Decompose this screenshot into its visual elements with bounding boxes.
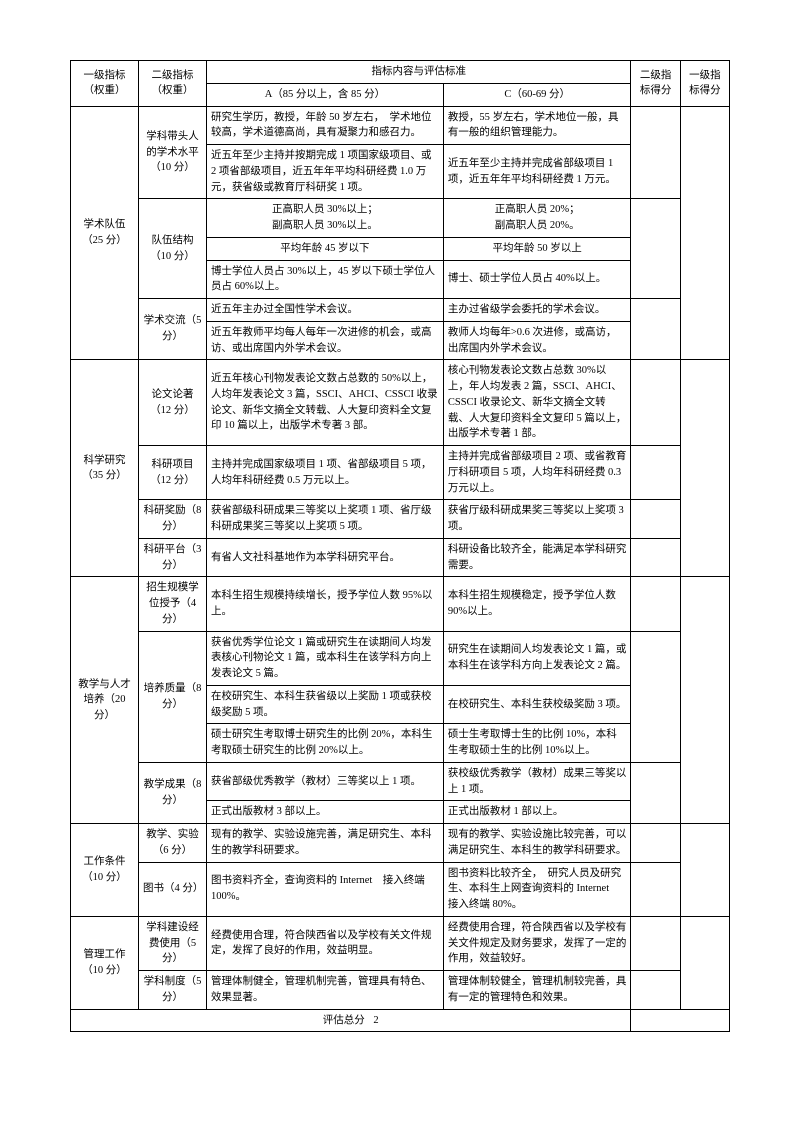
g5-s1-c: 经费使用合理，符合陕西省以及学校有关文件规定及财务要求，发挥了一定的作用，效益较…: [443, 916, 631, 970]
evaluation-table: 一级指标（权重） 二级指标（权重） 指标内容与评估标准 二级指标得分 一级指标得…: [70, 60, 730, 1032]
g2-title: 科学研究（35 分）: [71, 360, 139, 577]
g3-s3-c2: 正式出版教材 1 部以上。: [443, 801, 631, 824]
g2-s4-a: 有省人文社科基地作为本学科研究平台。: [207, 538, 444, 577]
g4-s2-t: 图书（4 分）: [139, 862, 207, 916]
score-cell: [631, 824, 680, 863]
g1-s3-a1: 近五年主办过全国性学术会议。: [207, 299, 444, 322]
score-cell: [631, 106, 680, 199]
g4-s2-c: 图书资料比较齐全， 研究人员及研究生、本科生上网查询资料的 Internet 接…: [443, 862, 631, 916]
hdr-colC: C（60-69 分）: [443, 83, 631, 106]
hdr-s2: 二级指标得分: [631, 61, 680, 107]
g1-s1-c2: 近五年至少主持并完成省部级项目 1 项，近五年年平均科研经费 1 万元。: [443, 145, 631, 199]
hdr-l1: 一级指标（权重）: [71, 61, 139, 107]
g5-title: 管理工作（10 分）: [71, 916, 139, 1009]
g1-s1-c1: 教授，55 岁左右，学术地位一般，具有一般的组织管理能力。: [443, 106, 631, 145]
score-cell: [680, 916, 729, 1009]
g3-s1-a: 本科生招生规模持续增长，授予学位人数 95%以上。: [207, 577, 444, 631]
score-cell: [631, 916, 680, 970]
g1-s3-t: 学术交流（5 分）: [139, 299, 207, 360]
g1-s2-a3: 博士学位人员占 30%以上，45 岁以下硕士学位人员占 60%以上。: [207, 260, 444, 299]
score-cell: [631, 631, 680, 762]
score-cell: [631, 360, 680, 446]
g3-s3-a1: 获省部级优秀教学（教材）三等奖以上 1 项。: [207, 762, 444, 801]
g4-s2-a: 图书资料齐全，查询资料的 Internet 接入终端 100%。: [207, 862, 444, 916]
g4-s1-a: 现有的教学、实验设施完善，满足研究生、本科生的教学科研要求。: [207, 824, 444, 863]
g4-s1-c: 现有的教学、实验设施比较完善，可以满足研究生、本科生的教学科研要求。: [443, 824, 631, 863]
score-cell: [631, 577, 680, 631]
g4-s1-t: 教学、实验（6 分）: [139, 824, 207, 863]
g4-title: 工作条件（10 分）: [71, 824, 139, 917]
score-cell: [631, 199, 680, 299]
g1-s2-a2: 平均年龄 45 岁以下: [207, 237, 444, 260]
g3-s2-a3: 硕士研究生考取博士研究生的比例 20%，本科生考取硕士研究生的比例 20%以上。: [207, 724, 444, 763]
g3-s1-c: 本科生招生规模稳定，授予学位人数 90%以上。: [443, 577, 631, 631]
g1-s3-c1: 主办过省级学会委托的学术会议。: [443, 299, 631, 322]
score-cell: [631, 446, 680, 500]
g3-s2-c3: 硕士生考取博士生的比例 10%，本科生考取硕士生的比例 10%以上。: [443, 724, 631, 763]
g1-s2-c2: 平均年龄 50 岁以上: [443, 237, 631, 260]
g1-title: 学术队伍（25 分）: [71, 106, 139, 360]
g1-s1-a2: 近五年至少主持并按期完成 1 项国家级项目、或 2 项省部级项目，近五年年平均科…: [207, 145, 444, 199]
g3-s2-a2: 在校研究生、本科生获省级以上奖励 1 项或获校级奖励 5 项。: [207, 685, 444, 724]
footer-label: 评估总分 2: [71, 1009, 631, 1032]
g1-s2-t: 队伍结构（10 分）: [139, 199, 207, 299]
footer-score: [631, 1009, 730, 1032]
hdr-l2: 二级指标（权重）: [139, 61, 207, 107]
g2-s1-t: 论文论著（12 分）: [139, 360, 207, 446]
g3-s3-c1: 获校级优秀教学（教材）成果三等奖以上 1 项。: [443, 762, 631, 801]
score-cell: [631, 500, 680, 539]
g3-s1-t: 招生规模学位授予（4 分）: [139, 577, 207, 631]
g1-s2-c3: 博士、硕士学位人员占 40%以上。: [443, 260, 631, 299]
page-number: 2: [373, 1013, 378, 1029]
g2-s2-c: 主持并完成省部级项目 2 项、或省教育厅科研项目 5 项，人均年科研经费 0.3…: [443, 446, 631, 500]
g2-s3-c: 获省厅级科研成果奖三等奖以上奖项 3 项。: [443, 500, 631, 539]
g1-s3-c2: 教师人均每年>0.6 次进修，或高访，出席国内外学术会议。: [443, 321, 631, 360]
g5-s1-t: 学科建设经费使用（5 分）: [139, 916, 207, 970]
g5-s2-a: 管理体制健全，管理机制完善，管理具有特色、效果显著。: [207, 971, 444, 1010]
score-cell: [631, 538, 680, 577]
g1-s2-a1: 正高职人员 30%以上； 副高职人员 30%以上。: [207, 199, 444, 238]
g3-s2-c2: 在校研究生、本科生获校级奖励 3 项。: [443, 685, 631, 724]
score-cell: [631, 862, 680, 916]
g2-s1-c: 核心刊物发表论文数占总数 30%以上，年人均发表 2 篇，SSCI、AHCI、C…: [443, 360, 631, 446]
score-cell: [631, 762, 680, 823]
hdr-colA: A（85 分以上，含 85 分）: [207, 83, 444, 106]
g1-s1-t: 学科带头人的学术水平（10 分）: [139, 106, 207, 199]
g1-s1-a1: 研究生学历，教授，年龄 50 岁左右， 学术地位较高，学术道德高尚，具有凝聚力和…: [207, 106, 444, 145]
g2-s2-a: 主持并完成国家级项目 1 项、省部级项目 5 项，人均年科研经费 0.5 万元以…: [207, 446, 444, 500]
g5-s2-c: 管理体制较健全，管理机制较完善，具有一定的管理特色和效果。: [443, 971, 631, 1010]
footer-label-text: 评估总分: [323, 1015, 365, 1026]
g2-s4-t: 科研平台（3 分）: [139, 538, 207, 577]
g3-s2-a1: 获省优秀学位论文 1 篇或研究生在读期间人均发表核心刊物论文 1 篇，或本科生在…: [207, 631, 444, 685]
g2-s1-a: 近五年核心刊物发表论文数占总数的 50%以上，人均年发表论文 3 篇，SSCI、…: [207, 360, 444, 446]
g2-s3-t: 科研奖励（8 分）: [139, 500, 207, 539]
score-cell: [680, 577, 729, 824]
g2-s4-c: 科研设备比较齐全，能满足本学科研究需要。: [443, 538, 631, 577]
g5-s1-a: 经费使用合理，符合陕西省以及学校有关文件规定，发挥了良好的作用，效益明显。: [207, 916, 444, 970]
hdr-content: 指标内容与评估标准: [207, 61, 631, 84]
score-cell: [680, 360, 729, 577]
g3-s2-c1: 研究生在读期间人均发表论文 1 篇，或本科生在该学科方向上发表论文 2 篇。: [443, 631, 631, 685]
g3-s2-t: 培养质量（8 分）: [139, 631, 207, 762]
hdr-s1: 一级指标得分: [680, 61, 729, 107]
g5-s2-t: 学科制度（5 分）: [139, 971, 207, 1010]
g1-s3-a2: 近五年教师平均每人每年一次进修的机会，或高访、或出席国内外学术会议。: [207, 321, 444, 360]
score-cell: [680, 106, 729, 360]
g3-title: 教学与人才培养（20 分）: [71, 577, 139, 824]
g1-s2-c1: 正高职人员 20%； 副高职人员 20%。: [443, 199, 631, 238]
g2-s3-a: 获省部级科研成果三等奖以上奖项 1 项、省厅级科研成果奖三等奖以上奖项 5 项。: [207, 500, 444, 539]
g3-s3-t: 教学成果（8 分）: [139, 762, 207, 823]
score-cell: [631, 299, 680, 360]
score-cell: [631, 971, 680, 1010]
score-cell: [680, 824, 729, 917]
g2-s2-t: 科研项目（12 分）: [139, 446, 207, 500]
g3-s3-a2: 正式出版教材 3 部以上。: [207, 801, 444, 824]
